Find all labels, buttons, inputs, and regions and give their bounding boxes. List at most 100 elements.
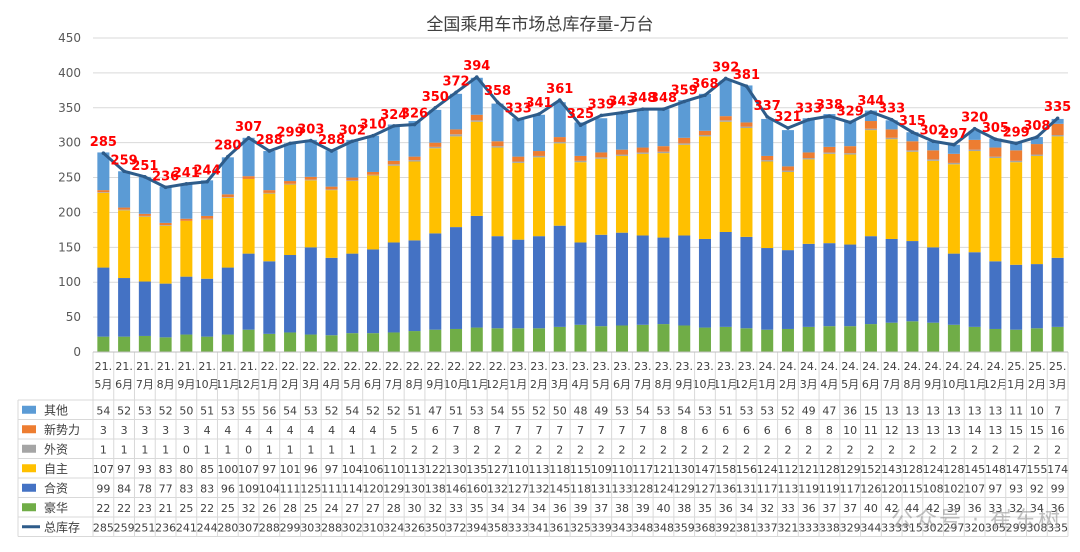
table-cell-value: 13 bbox=[885, 404, 899, 417]
table-cell-value: 109 bbox=[238, 482, 259, 495]
table-cell-value: 7 bbox=[515, 424, 522, 437]
bar-segment bbox=[491, 103, 504, 142]
bar-segment bbox=[1010, 162, 1023, 265]
x-category-label: 24. bbox=[841, 360, 859, 373]
bar-segment bbox=[864, 324, 877, 352]
bar-segment bbox=[325, 190, 338, 258]
table-cell-value: 51 bbox=[408, 404, 422, 417]
table-cell-value: 117 bbox=[632, 463, 653, 476]
x-category-label: 24. bbox=[821, 360, 839, 373]
table-cell-value: 33 bbox=[988, 502, 1002, 515]
table-cell-value: 350 bbox=[425, 521, 446, 534]
x-category-label: 3月 bbox=[1049, 378, 1067, 391]
table-cell-value: 307 bbox=[238, 521, 259, 534]
bar-segment bbox=[864, 236, 877, 325]
table-cell-value: 47 bbox=[822, 404, 836, 417]
table-cell-value: 129 bbox=[840, 463, 861, 476]
table-cell-value: 155 bbox=[1026, 463, 1047, 476]
total-point bbox=[391, 124, 396, 128]
bar-segment bbox=[450, 134, 463, 137]
bar-segment bbox=[201, 215, 214, 219]
total-point bbox=[786, 126, 790, 130]
total-point bbox=[869, 110, 873, 114]
bar-segment bbox=[927, 160, 940, 248]
table-cell-value: 113 bbox=[529, 463, 550, 476]
bar-segment bbox=[678, 325, 691, 352]
bar-segment bbox=[844, 121, 857, 147]
bar-segment bbox=[263, 261, 276, 334]
bar-segment bbox=[927, 159, 940, 161]
bar-segment bbox=[864, 130, 877, 237]
bar-segment bbox=[263, 190, 276, 193]
total-data-label: 241 bbox=[173, 166, 200, 181]
total-point bbox=[288, 141, 292, 146]
table-cell-value: 32 bbox=[760, 502, 774, 515]
table-cell-value: 36 bbox=[1051, 502, 1065, 515]
table-cell-value: 133 bbox=[611, 482, 632, 495]
bar-segment bbox=[159, 283, 172, 338]
bar-segment bbox=[740, 85, 753, 123]
table-cell-value: 97 bbox=[325, 463, 339, 476]
total-point bbox=[122, 169, 126, 174]
bar-segment bbox=[429, 329, 442, 352]
total-data-label: 392 bbox=[712, 60, 739, 75]
table-cell-value: 146 bbox=[446, 482, 467, 495]
bar-segment bbox=[761, 248, 774, 330]
table-cell-value: 156 bbox=[736, 463, 757, 476]
bar-segment bbox=[968, 326, 981, 352]
bar-segment bbox=[284, 332, 297, 352]
x-category-label: 23. bbox=[551, 360, 569, 373]
total-point bbox=[537, 112, 541, 116]
table-cell-value: 3 bbox=[121, 424, 128, 437]
total-point bbox=[765, 115, 770, 119]
table-cell-value: 36 bbox=[553, 502, 567, 515]
bar-segment bbox=[97, 152, 110, 191]
bar-segment bbox=[118, 278, 131, 337]
bar-segment bbox=[1051, 326, 1064, 352]
table-cell-value: 241 bbox=[176, 521, 197, 534]
y-tick-label: 50 bbox=[66, 310, 81, 324]
total-point bbox=[433, 105, 438, 110]
bar-segment bbox=[532, 157, 546, 237]
table-cell-value: 7 bbox=[618, 424, 625, 437]
table-cell-value: 34 bbox=[1030, 502, 1044, 515]
total-data-label: 333 bbox=[795, 102, 822, 117]
total-data-label: 325 bbox=[567, 107, 594, 122]
table-cell-value: 117 bbox=[757, 482, 778, 495]
bar-segment bbox=[201, 336, 214, 352]
x-category-label: 4月 bbox=[820, 378, 838, 391]
total-data-label: 288 bbox=[256, 133, 283, 148]
total-point bbox=[371, 133, 375, 138]
table-cell-value: 338 bbox=[819, 521, 840, 534]
bar-segment bbox=[968, 139, 981, 150]
x-category-label: 1月 bbox=[260, 378, 278, 391]
table-cell-value: 7 bbox=[1054, 404, 1061, 417]
table-cell-value: 33 bbox=[449, 502, 463, 515]
table-cell-value: 2 bbox=[847, 443, 854, 456]
total-data-label: 302 bbox=[339, 123, 366, 138]
table-cell-value: 80 bbox=[179, 463, 193, 476]
table-cell-value: 34 bbox=[491, 502, 505, 515]
table-cell-value: 310 bbox=[363, 521, 384, 534]
bar-series bbox=[97, 77, 1064, 352]
table-cell-value: 333 bbox=[798, 521, 819, 534]
bar-segment bbox=[906, 241, 919, 322]
table-cell-value: 22 bbox=[96, 502, 110, 515]
x-category-label: 22. bbox=[447, 360, 465, 373]
table-cell-value: 40 bbox=[656, 502, 670, 515]
bar-segment bbox=[387, 165, 400, 243]
table-cell-value: 27 bbox=[366, 502, 380, 515]
x-category-label: 11月 bbox=[962, 378, 987, 391]
table-cell-value: 49 bbox=[802, 404, 816, 417]
table-cell-value: 13 bbox=[947, 404, 961, 417]
x-category-label: 22. bbox=[261, 360, 279, 373]
bar-segment bbox=[761, 160, 774, 162]
legend-label: 合资 bbox=[44, 480, 68, 495]
bar-segment bbox=[719, 231, 732, 327]
bar-segment bbox=[781, 130, 794, 167]
bar-segment bbox=[657, 324, 670, 352]
bar-segment bbox=[657, 151, 670, 154]
bar-segment bbox=[450, 328, 463, 352]
x-category-label: 2月 bbox=[779, 378, 797, 391]
table-cell-value: 108 bbox=[923, 482, 944, 495]
